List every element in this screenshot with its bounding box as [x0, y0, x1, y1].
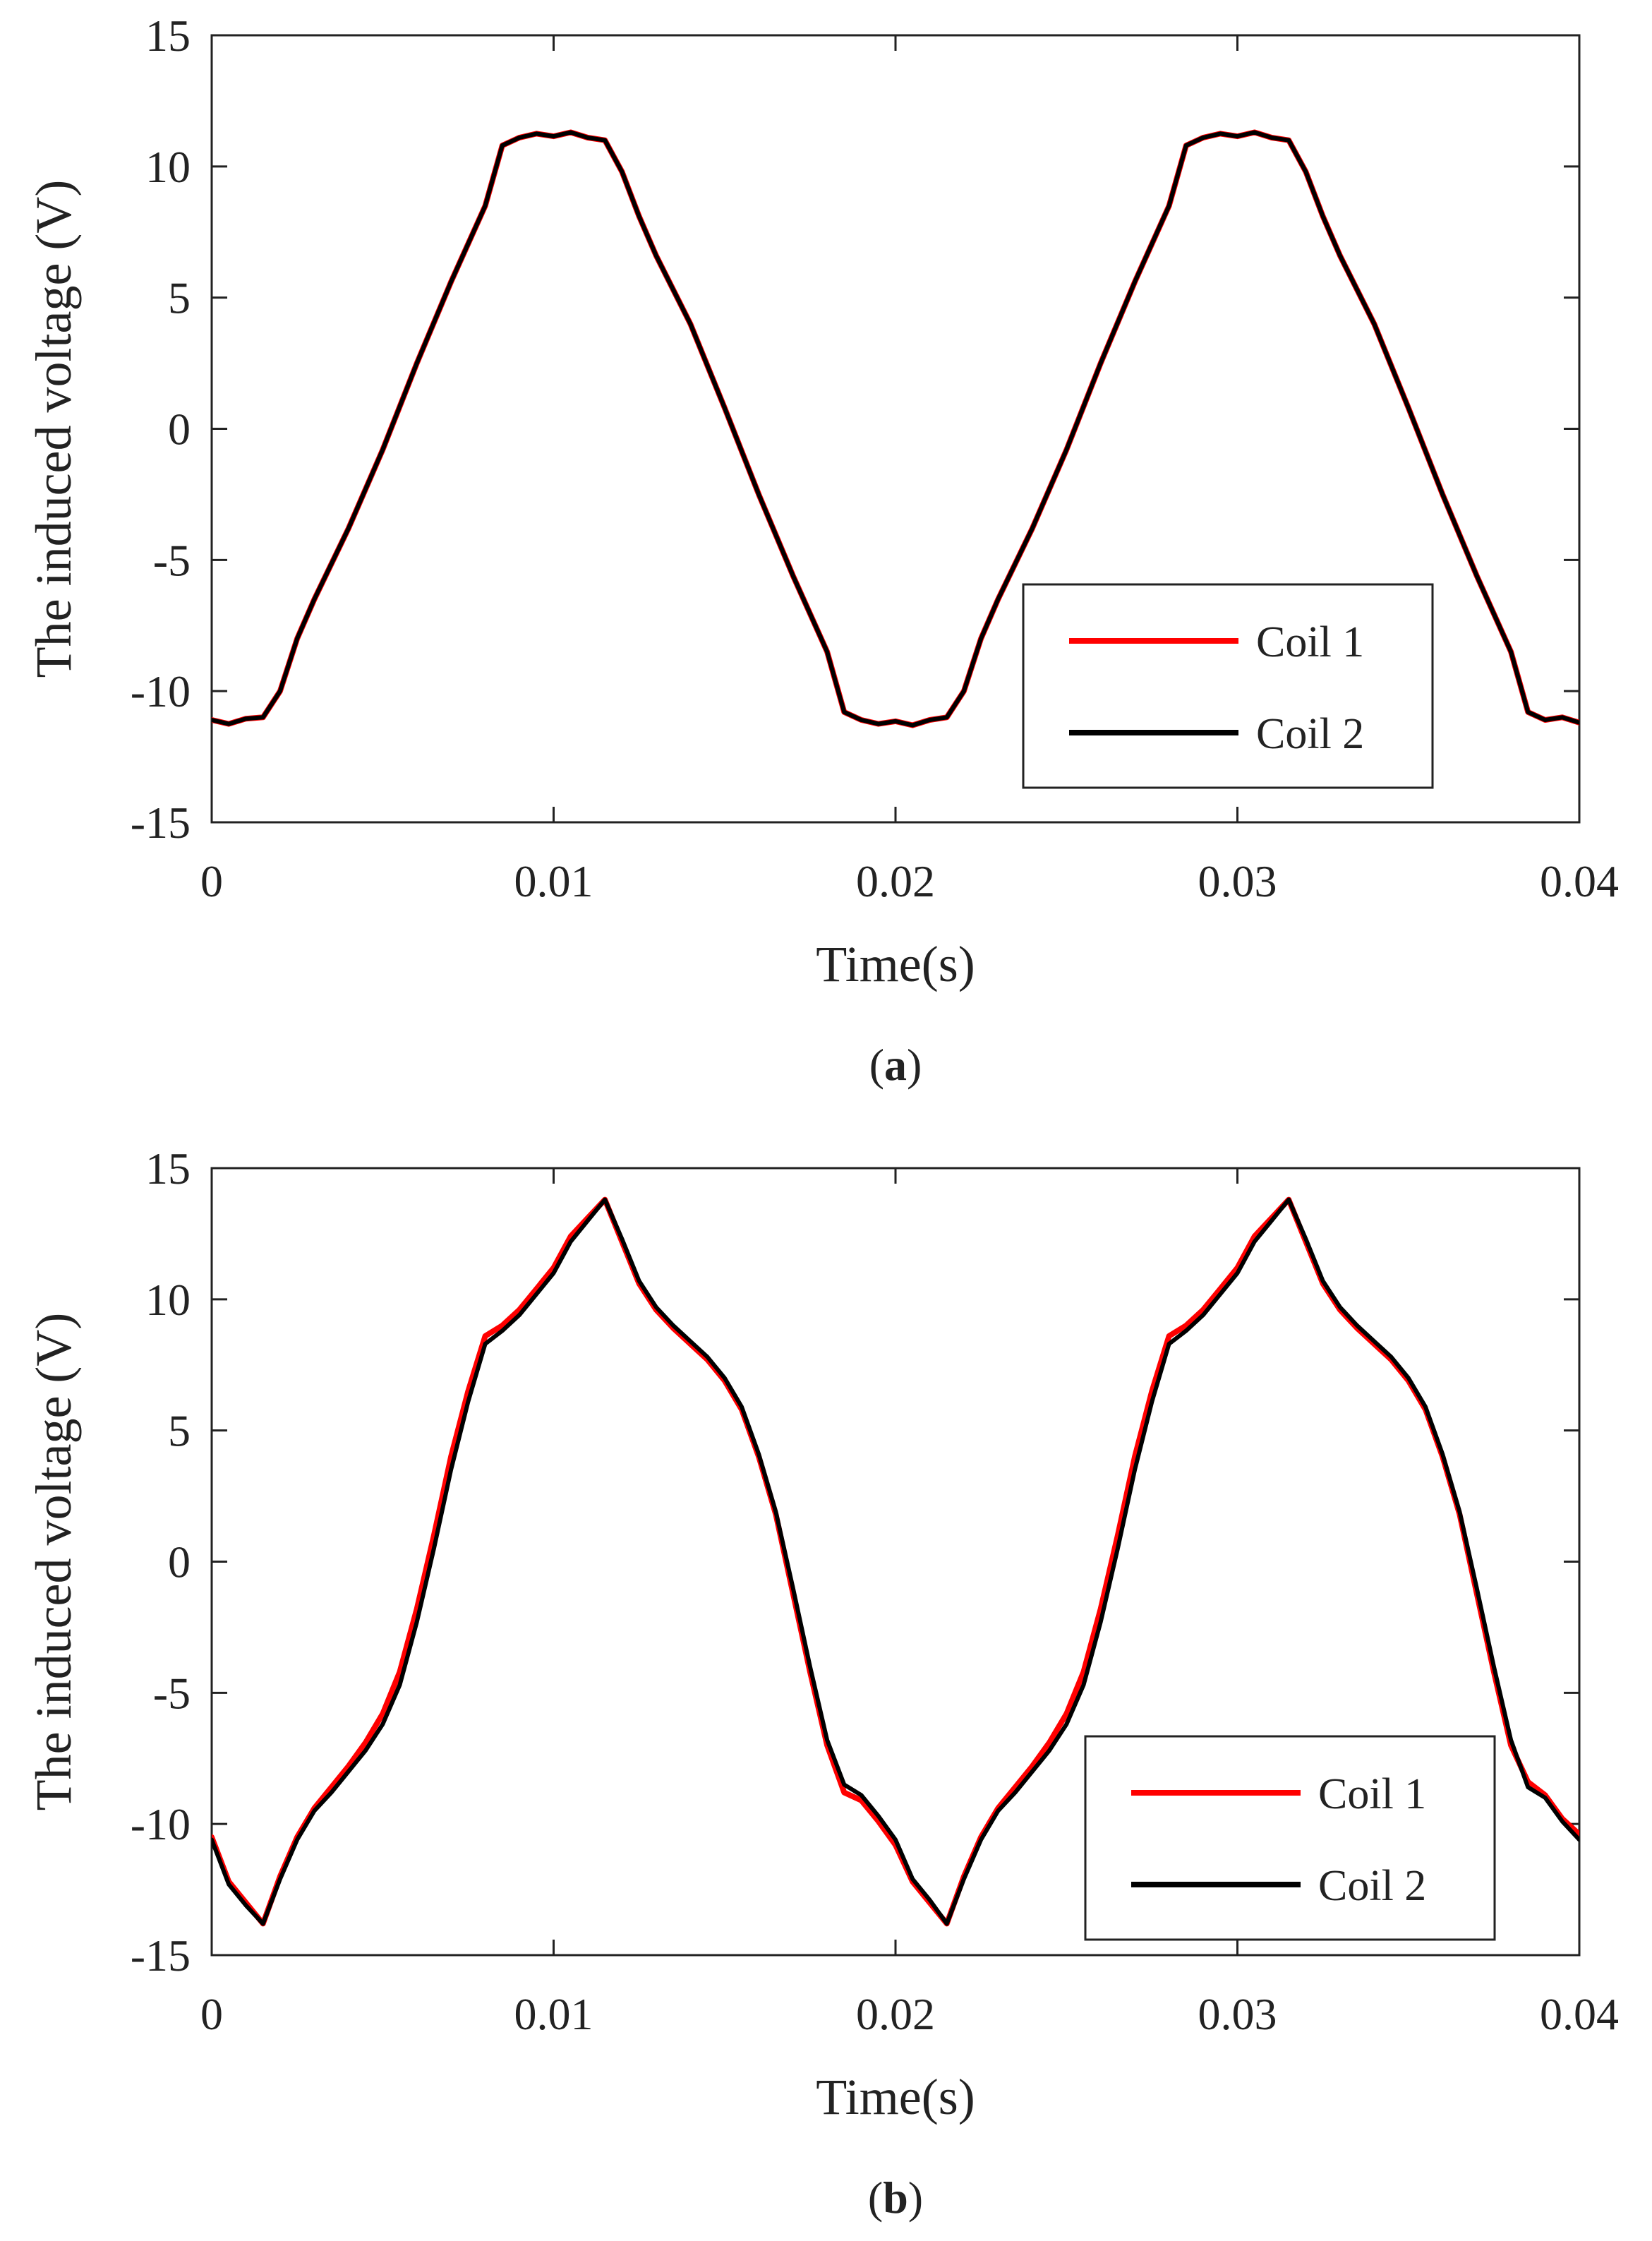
- caption-letter: a: [884, 1040, 907, 1090]
- y-tick-label: 0: [168, 404, 191, 455]
- y-axis-label: The induced voltage (V): [25, 1313, 82, 1811]
- caption-open-paren: (: [869, 1040, 884, 1090]
- legend-label: Coil 1: [1256, 618, 1364, 666]
- y-axis-label: The induced voltage (V): [25, 180, 82, 678]
- x-tick-label: 0.02: [856, 1989, 935, 2039]
- legend-label: Coil 2: [1256, 710, 1364, 758]
- series-group: [212, 1196, 1579, 1927]
- y-tick-label: 5: [168, 273, 191, 323]
- y-tick-label: 15: [145, 1143, 191, 1194]
- series-line-coil-2: [212, 1197, 1579, 1926]
- x-tick-label: 0.03: [1198, 856, 1277, 906]
- series-group: [212, 129, 1579, 728]
- legend-label: Coil 2: [1318, 1862, 1426, 1910]
- x-axis-label: Time(s): [816, 2069, 975, 2125]
- y-tick-label: 10: [145, 142, 191, 192]
- y-tick-label: -5: [153, 1668, 191, 1718]
- x-tick-label: 0: [200, 856, 223, 906]
- caption-close-paren: ): [907, 1040, 922, 1090]
- y-tick-label: -10: [131, 1799, 191, 1849]
- series-line-coil-2: [212, 130, 1579, 728]
- legend-box: [1084, 1735, 1496, 1941]
- x-tick-label: 0.01: [514, 856, 593, 906]
- x-tick-label: 0: [200, 1989, 223, 2039]
- y-tick-label: -10: [131, 666, 191, 716]
- x-tick-label: 0.03: [1198, 1989, 1277, 2039]
- x-axis-label: Time(s): [816, 936, 975, 992]
- panel-caption: (a): [869, 1040, 922, 1090]
- y-tick-label: -15: [131, 798, 191, 848]
- y-tick-label: 0: [168, 1537, 191, 1587]
- y-tick-label: 15: [145, 11, 191, 61]
- panel-a: 0 0.01 0.02 0.03 0.04 15 10 5 0 -5 -10 -15 Coil 1 Coi…: [25, 11, 1619, 1090]
- caption-letter: b: [883, 2173, 908, 2223]
- caption-open-paren: (: [868, 2173, 883, 2223]
- x-tick-label: 0.04: [1540, 1989, 1619, 2039]
- legend-box: [1022, 583, 1434, 789]
- y-tick-label: 10: [145, 1275, 191, 1325]
- y-tick-label: 5: [168, 1406, 191, 1456]
- y-tick-label: -15: [131, 1930, 191, 1981]
- y-tick-label: -5: [153, 535, 191, 585]
- x-tick-label: 0.02: [856, 856, 935, 906]
- legend-label: Coil 1: [1318, 1770, 1426, 1818]
- panel-b: 0 0.01 0.02 0.03 0.04 15 10 5 0 -5 -10 -15 Coil 1 Coi…: [25, 1143, 1619, 2223]
- x-tick-label: 0.04: [1540, 856, 1619, 906]
- panel-caption: (b): [868, 2173, 923, 2223]
- caption-close-paren: ): [908, 2173, 923, 2223]
- x-tick-label: 0.01: [514, 1989, 593, 2039]
